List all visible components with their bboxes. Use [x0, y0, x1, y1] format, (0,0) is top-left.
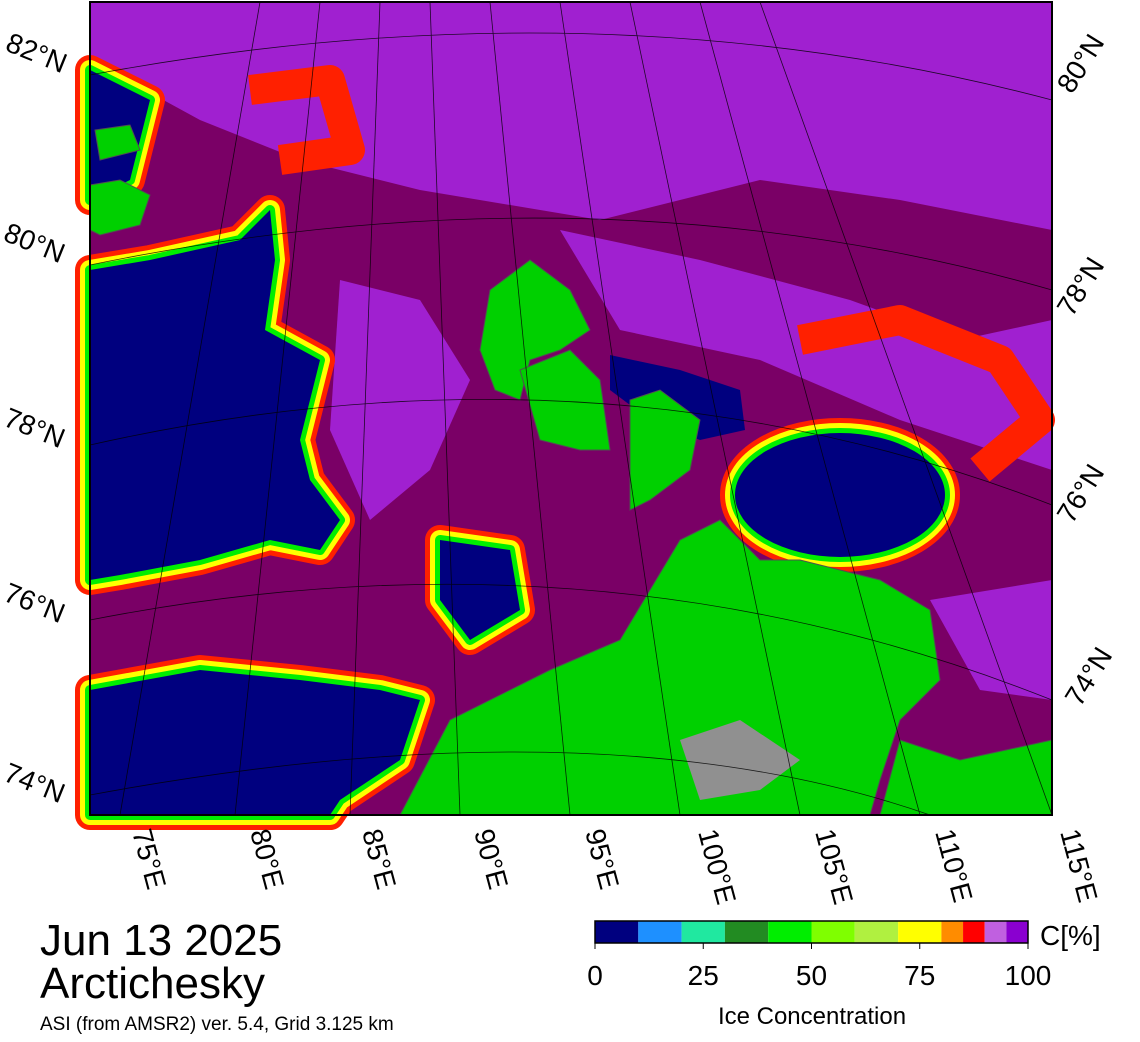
colorbar-segment — [811, 921, 855, 943]
colorbar-segment — [681, 921, 725, 943]
colorbar-segment — [724, 921, 769, 943]
lat-label: 74°N — [1059, 642, 1118, 711]
lon-label: 80°E — [244, 826, 290, 893]
lat-label: 74°N — [0, 757, 69, 809]
colorbar-segment — [1006, 921, 1028, 943]
colorbar-segment — [984, 921, 1007, 943]
colorbar-tick-label: 100 — [1005, 960, 1052, 991]
colorbar-segment — [595, 921, 639, 943]
lat-label: 78°N — [1051, 252, 1110, 321]
open-water — [90, 70, 945, 815]
lon-label: 115°E — [1054, 826, 1103, 906]
lon-label: 90°E — [468, 826, 514, 893]
lon-label: 105°E — [809, 826, 859, 908]
region: Arctichesky — [40, 959, 265, 1008]
colorbar-segment — [854, 921, 899, 943]
lon-label: 75°E — [126, 826, 172, 893]
map — [75, 1, 1055, 830]
lat-label: 80°N — [0, 217, 69, 269]
lat-label: 76°N — [1051, 459, 1110, 528]
lon-label: 95°E — [579, 826, 625, 893]
colorbar-segment — [768, 921, 812, 943]
colorbar-tick-label: 25 — [688, 960, 719, 991]
lat-label: 80°N — [1051, 29, 1110, 98]
graticule — [89, 1, 1053, 816]
map-frame — [89, 1, 1053, 816]
colorbar-segment — [963, 921, 985, 943]
colorbar: 0 25 50 75 100 C[%] Ice Concentration — [587, 920, 1100, 1030]
colorbar-tick-label: 50 — [796, 960, 827, 991]
colorbar-segment — [638, 921, 682, 943]
land-ice — [680, 720, 800, 800]
land — [89, 124, 1053, 816]
colorbar-segment — [941, 921, 964, 943]
lon-label: 85°E — [356, 826, 402, 893]
colorbar-unit: C[%] — [1040, 920, 1101, 951]
date: Jun 13 2025 — [40, 916, 282, 965]
colorbar-label: Ice Concentration — [718, 1003, 906, 1030]
lat-label: 82°N — [2, 27, 72, 79]
lon-label: 110°E — [929, 826, 978, 906]
colorbar-segment — [898, 921, 942, 943]
lat-label: 76°N — [0, 577, 69, 629]
lat-label: 78°N — [0, 402, 69, 454]
colorbar-tick-label: 0 — [587, 960, 603, 991]
colorbar-tick-label: 75 — [904, 960, 935, 991]
source: ASI (from AMSR2) ver. 5.4, Grid 3.125 km — [40, 1014, 394, 1035]
lon-label: 100°E — [692, 826, 742, 908]
